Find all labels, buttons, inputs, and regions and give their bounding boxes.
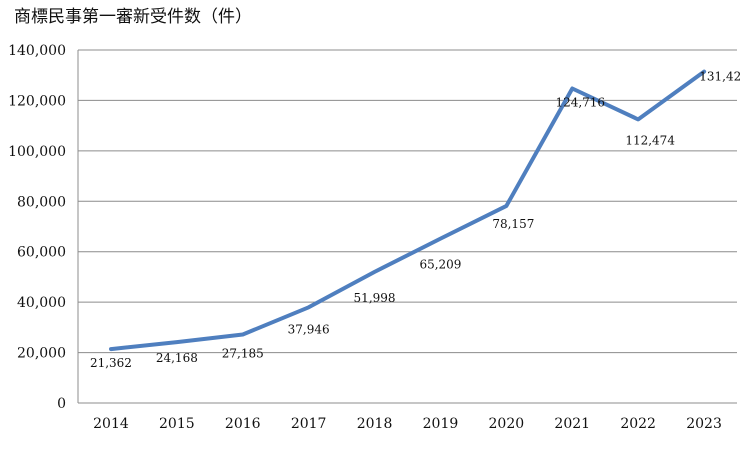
data-label: 51,998 bbox=[354, 291, 396, 305]
y-tick-label: 60,000 bbox=[17, 245, 66, 261]
data-label: 37,946 bbox=[288, 322, 330, 336]
x-tick-label: 2019 bbox=[423, 416, 459, 432]
data-label: 124,716 bbox=[555, 96, 605, 110]
data-label: 27,185 bbox=[222, 346, 264, 360]
y-tick-label: 40,000 bbox=[17, 295, 66, 311]
x-tick-label: 2015 bbox=[159, 416, 195, 432]
x-tick-label: 2020 bbox=[489, 416, 525, 432]
data-label: 21,362 bbox=[90, 356, 132, 370]
data-label: 24,168 bbox=[156, 351, 198, 365]
data-label: 131,429 bbox=[699, 70, 740, 84]
y-tick-label: 20,000 bbox=[17, 346, 66, 362]
y-tick-label: 140,000 bbox=[8, 43, 66, 59]
data-label: 65,209 bbox=[419, 258, 461, 272]
series-line bbox=[109, 69, 707, 352]
data-label: 112,474 bbox=[625, 133, 675, 147]
y-tick-label: 100,000 bbox=[8, 144, 66, 160]
x-tick-label: 2016 bbox=[225, 416, 261, 432]
y-tick-label: 0 bbox=[57, 396, 66, 412]
x-tick-label: 2014 bbox=[93, 416, 129, 432]
chart-title: 商標民事第一審新受件数（件） bbox=[14, 7, 252, 27]
x-tick-label: 2018 bbox=[357, 416, 393, 432]
x-tick-label: 2022 bbox=[620, 416, 656, 432]
data-label: 78,157 bbox=[492, 217, 534, 231]
x-tick-label: 2023 bbox=[686, 416, 722, 432]
y-tick-label: 80,000 bbox=[17, 194, 66, 210]
y-tick-label: 120,000 bbox=[8, 93, 66, 109]
x-tick-label: 2021 bbox=[554, 416, 590, 432]
x-tick-label: 2017 bbox=[291, 416, 327, 432]
